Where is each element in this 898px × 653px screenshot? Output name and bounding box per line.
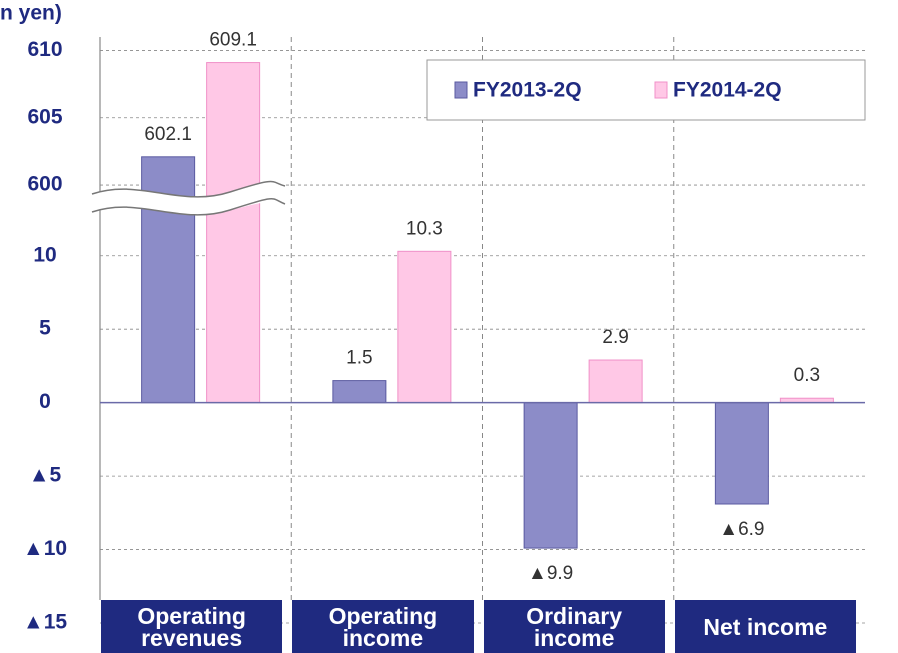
y-tick-label: 605 [27,105,62,128]
category-label: Ordinary income [483,600,665,653]
bar [523,402,578,549]
y-tick-label: 0 [39,390,51,413]
bar [397,250,452,404]
legend-swatch [454,81,468,99]
category-label: Net income [674,600,856,653]
value-label: 10.3 [406,218,443,239]
value-label: 2.9 [602,327,628,348]
y-tick-label: ▲15 [23,611,67,634]
value-label: 602.1 [144,124,192,145]
value-label: 1.5 [346,348,372,369]
bar [206,62,261,404]
axis-break [92,181,285,215]
category-label: Operating income [292,600,474,653]
axis-break-line [91,198,286,216]
y-tick-label: 5 [39,317,51,340]
legend-box [426,59,866,121]
legend-swatch [654,81,668,99]
legend-label: FY2014-2Q [673,79,782,102]
value-label: 0.3 [794,365,820,386]
y-axis-title: n yen) [0,2,62,25]
legend-label: FY2013-2Q [473,79,582,102]
y-tick-label: ▲10 [23,537,67,560]
bar [332,380,387,404]
y-tick-label: ▲5 [29,464,62,487]
y-tick-label: 610 [27,38,62,61]
bar [588,359,643,404]
category-label: Operating revenues [101,600,283,653]
y-tick-label: 10 [33,243,56,266]
value-label: ▲9.9 [528,563,573,584]
axis-break-line [91,180,286,198]
value-label: ▲6.9 [719,519,764,540]
bar [714,402,769,505]
y-tick-label: 600 [27,173,62,196]
value-label: 609.1 [209,30,257,51]
